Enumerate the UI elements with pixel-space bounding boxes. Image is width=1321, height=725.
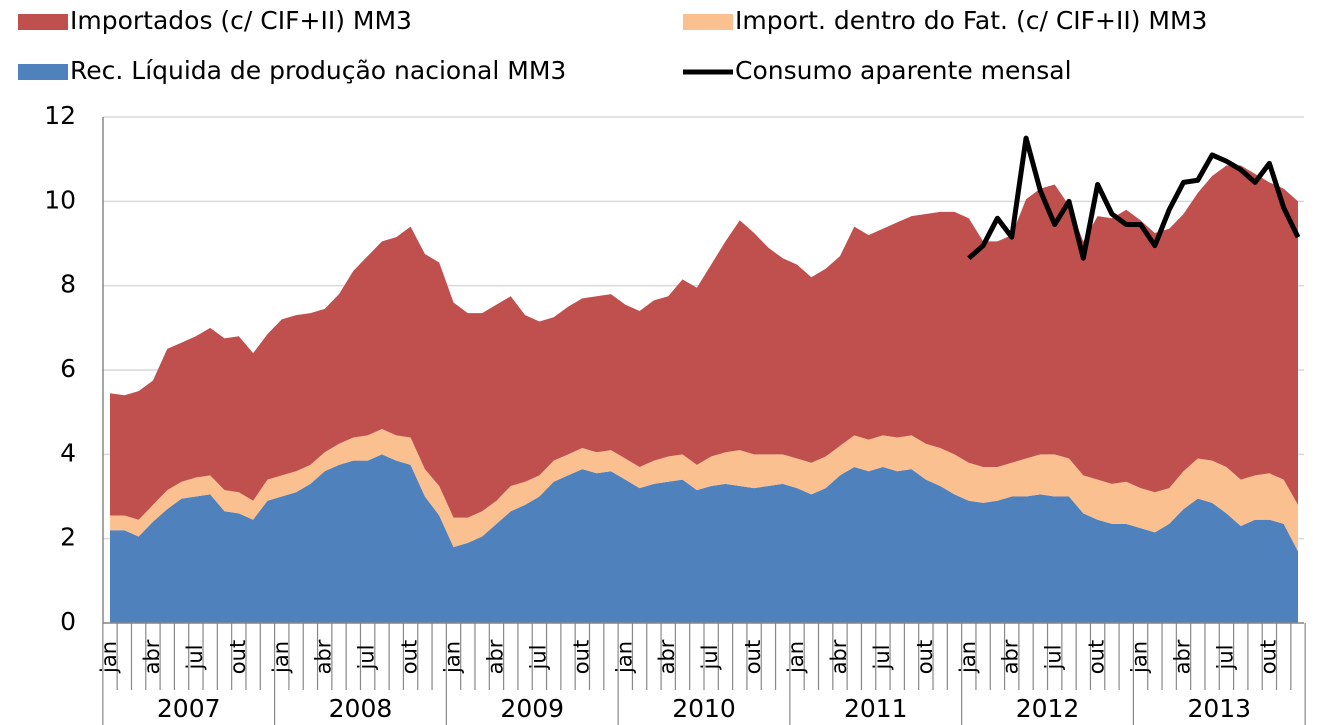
x-tick-label: jan [612,641,636,674]
year-label: 2011 [844,694,908,723]
x-tick-label: out [226,640,250,674]
x-tick-label: out [913,640,937,674]
x-tick-label: out [1256,640,1280,674]
x-tick-label: jul [526,645,550,671]
y-tick-label: 8 [60,270,76,299]
x-tick-label: jan [441,641,465,674]
area [110,429,1298,552]
y-tick-label: 0 [60,607,76,636]
year-label: 2009 [500,694,564,723]
x-tick-label: abr [827,639,851,674]
legend-label: Rec. Líquida de produção nacional MM3 [70,56,566,85]
x-tick-label: out [398,640,422,674]
legend-swatch [18,14,68,30]
legend-label: Import. dentro do Fat. (c/ CIF+II) MM3 [735,6,1207,35]
x-tick-label: jan [269,641,293,674]
legend-swatch [18,64,68,80]
y-tick-label: 2 [60,523,76,552]
legend-swatch [683,14,733,30]
y-tick-label: 4 [60,438,76,467]
area [110,165,1298,520]
x-tick-label: abr [483,639,507,674]
x-tick-label: jul [183,645,207,671]
x-tick-label: jul [355,645,379,671]
x-tick-label: jul [698,645,722,671]
x-tick-label: jul [870,645,894,671]
year-label: 2013 [1187,694,1251,723]
area [110,454,1298,623]
y-tick-label: 10 [44,185,76,214]
x-tick-label: abr [140,639,164,674]
year-label: 2010 [672,694,736,723]
x-tick-label: abr [999,639,1023,674]
x-tick-label: jan [956,641,980,674]
x-tick-label: abr [655,639,679,674]
legend-label: Importados (c/ CIF+II) MM3 [70,6,412,35]
x-tick-label: jan [1128,641,1152,674]
year-label: 2008 [329,694,393,723]
y-tick-label: 6 [60,354,76,383]
year-label: 2007 [157,694,221,723]
x-tick-label: out [741,640,765,674]
x-tick-label: abr [1170,639,1194,674]
x-tick-label: jul [1042,645,1066,671]
x-tick-label: jan [97,641,121,674]
x-tick-label: abr [312,639,336,674]
y-tick-label: 12 [44,101,76,130]
legend-label: Consumo aparente mensal [735,56,1072,85]
x-tick-label: out [569,640,593,674]
x-tick-label: jul [1213,645,1237,671]
year-label: 2012 [1016,694,1080,723]
x-tick-label: out [1085,640,1109,674]
line [967,135,1301,261]
x-tick-label: jan [784,641,808,674]
